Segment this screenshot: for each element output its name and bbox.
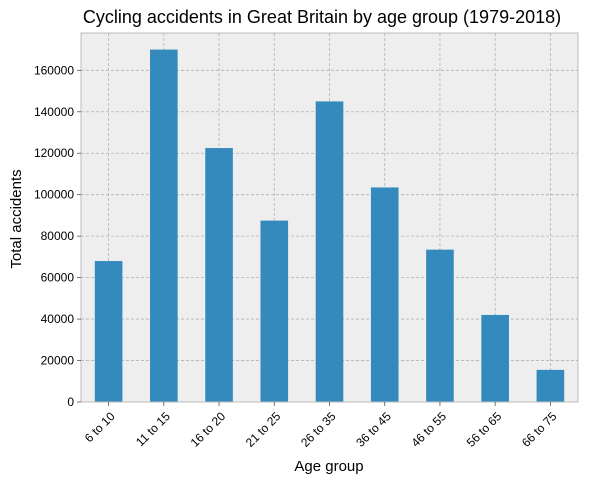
bar-46-to-55 [426, 249, 454, 402]
x-tick-label: 6 to 10 [82, 409, 118, 445]
bar-66-to-75 [536, 369, 565, 402]
y-tick-label: 60000 [41, 271, 75, 285]
y-tick-label: 140000 [34, 105, 74, 119]
x-tick-label: 26 to 35 [298, 409, 339, 450]
bar-6-to-10 [94, 261, 123, 402]
y-tick-label: 40000 [41, 312, 75, 326]
x-tick-label: 66 to 75 [519, 409, 560, 450]
x-axis-ticks: 6 to 10 11 to 15 16 to 20 21 to 25 26 to 35 3… [82, 402, 560, 450]
y-axis-ticks: 0 20000 40000 60000 80000 100000 120000 140000 1… [34, 63, 81, 409]
x-tick-label: 21 to 25 [243, 409, 284, 450]
y-tick-label: 80000 [41, 229, 75, 243]
bar-56-to-65 [481, 314, 509, 402]
y-tick-label: 0 [67, 395, 74, 409]
x-tick-label: 56 to 65 [464, 409, 505, 450]
bars [94, 49, 565, 403]
bar-11-to-15 [150, 49, 178, 403]
x-tick-label: 16 to 20 [188, 409, 229, 450]
y-tick-label: 160000 [34, 63, 74, 77]
bar-21-to-25 [260, 220, 289, 402]
x-tick-label: 36 to 45 [353, 409, 394, 450]
y-tick-label: 120000 [34, 146, 74, 160]
x-tick-label: 11 to 15 [133, 409, 173, 449]
chart-title: Cycling accidents in Great Britain by ag… [83, 7, 561, 27]
y-tick-label: 100000 [34, 188, 74, 202]
bar-26-to-35 [315, 101, 344, 403]
y-axis-label: Total accidents [8, 169, 25, 268]
y-tick-label: 20000 [41, 354, 75, 368]
x-tick-label: 46 to 55 [408, 409, 449, 450]
bar-36-to-45 [370, 187, 399, 402]
x-axis-label: Age group [294, 458, 363, 475]
bar-16-to-20 [205, 148, 233, 402]
